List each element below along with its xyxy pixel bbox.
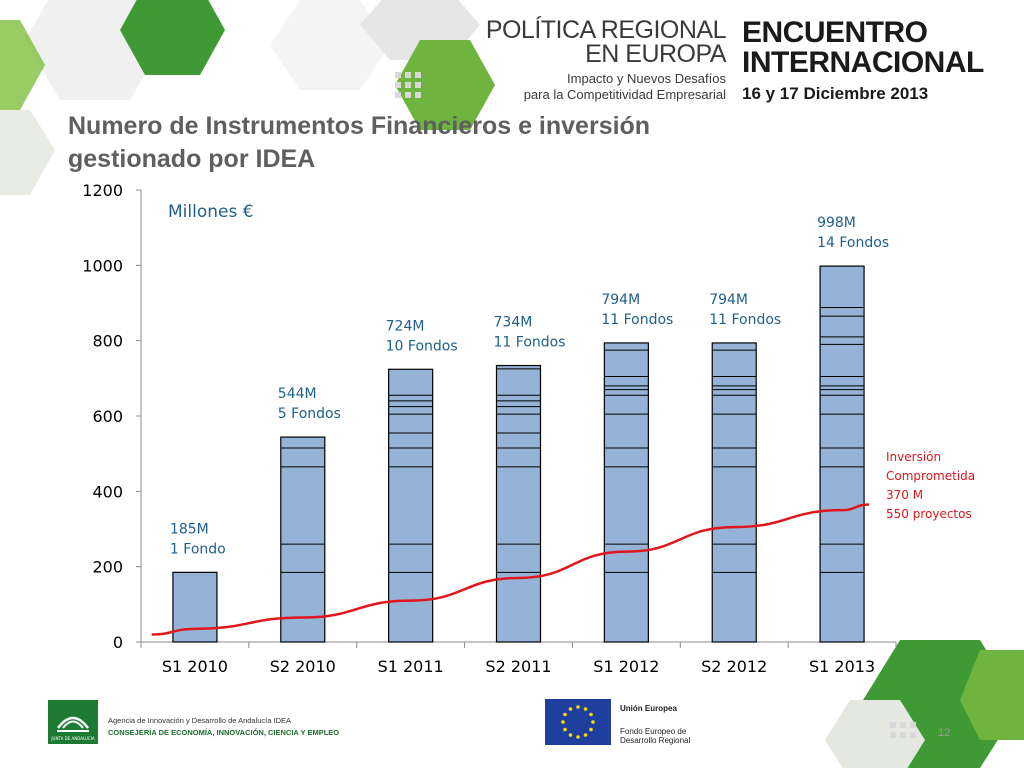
ministry-name: CONSEJERÍA DE ECONOMÍA, INNOVACIÓN, CIEN… <box>108 728 340 737</box>
agency-name: Agencia de Innovación y Desarrollo de An… <box>108 716 292 725</box>
conference-date: 16 y 17 Diciembre 2013 <box>742 84 929 103</box>
x-tick-label: S2 2011 <box>485 657 551 676</box>
eu-star <box>583 707 588 711</box>
bar-fondos-label: 11 Fondos <box>709 312 781 328</box>
bar <box>495 364 542 643</box>
bar-value-label: 794M <box>601 292 640 308</box>
unit-label: Millones € <box>168 202 254 222</box>
bar-value-label: 734M <box>494 315 533 331</box>
x-tick-label: S1 2012 <box>593 657 659 676</box>
page-number: 12 <box>938 727 951 739</box>
bar <box>172 571 218 643</box>
eu-star <box>583 733 588 737</box>
eu-title: Unión Europea <box>620 704 677 713</box>
conference-subtitle1: Impacto y Nuevos Desafíos <box>567 71 726 86</box>
bar-fondos-label: 14 Fondos <box>817 235 889 251</box>
y-tick-label: 200 <box>92 558 123 577</box>
chart-bars <box>172 265 865 643</box>
eu-star <box>589 727 593 732</box>
conference-title-right: ENCUENTRO INTERNACIONAL 16 y 17 Diciembr… <box>742 18 984 104</box>
slide-title: Numero de Instrumentos Financieros e inv… <box>68 112 651 173</box>
investment-annotation: Comprometida <box>886 469 975 483</box>
y-tick-label: 1000 <box>82 256 123 275</box>
eu-flag <box>545 699 611 745</box>
investment-annotation: 550 proyectos <box>886 507 972 521</box>
encuentro-heading: ENCUENTRO <box>742 16 928 49</box>
bar-fondos-label: 5 Fondos <box>278 406 341 422</box>
x-tick-label: S2 2010 <box>270 657 336 676</box>
eu-star <box>561 720 565 724</box>
conference-line1: POLÍTICA REGIONAL <box>485 16 727 44</box>
investment-annotation: Inversión <box>886 450 941 464</box>
bar-fondos-label: 1 Fondo <box>170 541 226 557</box>
bar-fondos-label: 11 Fondos <box>601 312 673 328</box>
conference-subtitle2: para la Competitividad Empresarial <box>523 87 726 102</box>
eu-fund-line2: Desarrollo Regional <box>620 736 691 745</box>
eu-star <box>563 727 567 732</box>
bar-value-label: 544M <box>278 386 317 402</box>
bar <box>819 265 865 643</box>
x-tick-label: S1 2013 <box>809 657 875 676</box>
x-tick-label: S1 2011 <box>378 657 444 676</box>
eu-fund-line1: Fondo Europeo de <box>620 727 687 736</box>
bar-fondos-label: 11 Fondos <box>494 335 566 351</box>
eu-star <box>591 720 595 724</box>
y-tick-label: 400 <box>92 482 123 501</box>
junta-andalucia-logo: JUNTA DE ANDALUCIA <box>48 700 98 744</box>
investment-line <box>151 503 870 636</box>
eu-star <box>589 712 593 717</box>
chart-axes: 0 200 400 600 800 1000 1200 <box>82 181 897 652</box>
bar <box>280 436 326 643</box>
bar-fondos-label: 10 Fondos <box>386 338 458 354</box>
eu-star <box>576 735 580 739</box>
y-tick-label: 1200 <box>82 181 123 200</box>
y-tick-label: 800 <box>92 332 123 351</box>
eu-star <box>568 733 573 737</box>
bar-value-label: 794M <box>709 292 748 308</box>
bar <box>711 342 757 643</box>
x-tick-label: S1 2010 <box>162 657 228 676</box>
bar-value-label: 185M <box>170 521 209 537</box>
chart-labels: S1 2010 185M 1 Fondo S2 2010 544M 5 Fondos S1 … <box>162 215 889 676</box>
conference-line2: EN EUROPA <box>585 40 726 68</box>
eu-star <box>568 707 573 711</box>
bar-value-label: 724M <box>386 318 425 334</box>
investment-line-group: Inversión Comprometida 370 M 550 proyectos <box>151 450 975 636</box>
junta-label: JUNTA DE ANDALUCIA <box>50 736 95 741</box>
bar-value-label: 998M <box>817 215 856 231</box>
investment-annotation: 370 M <box>886 488 923 502</box>
bar <box>603 342 649 643</box>
eu-star <box>563 712 567 717</box>
y-tick-label: 0 <box>113 633 123 652</box>
y-tick-label: 600 <box>92 407 123 426</box>
internacional-heading: INTERNACIONAL <box>742 46 984 79</box>
eu-star <box>576 705 580 709</box>
conference-title-left: POLÍTICA REGIONAL EN EUROPA Impacto y Nu… <box>485 16 727 103</box>
x-tick-label: S2 2012 <box>701 657 767 676</box>
bar <box>388 368 434 643</box>
